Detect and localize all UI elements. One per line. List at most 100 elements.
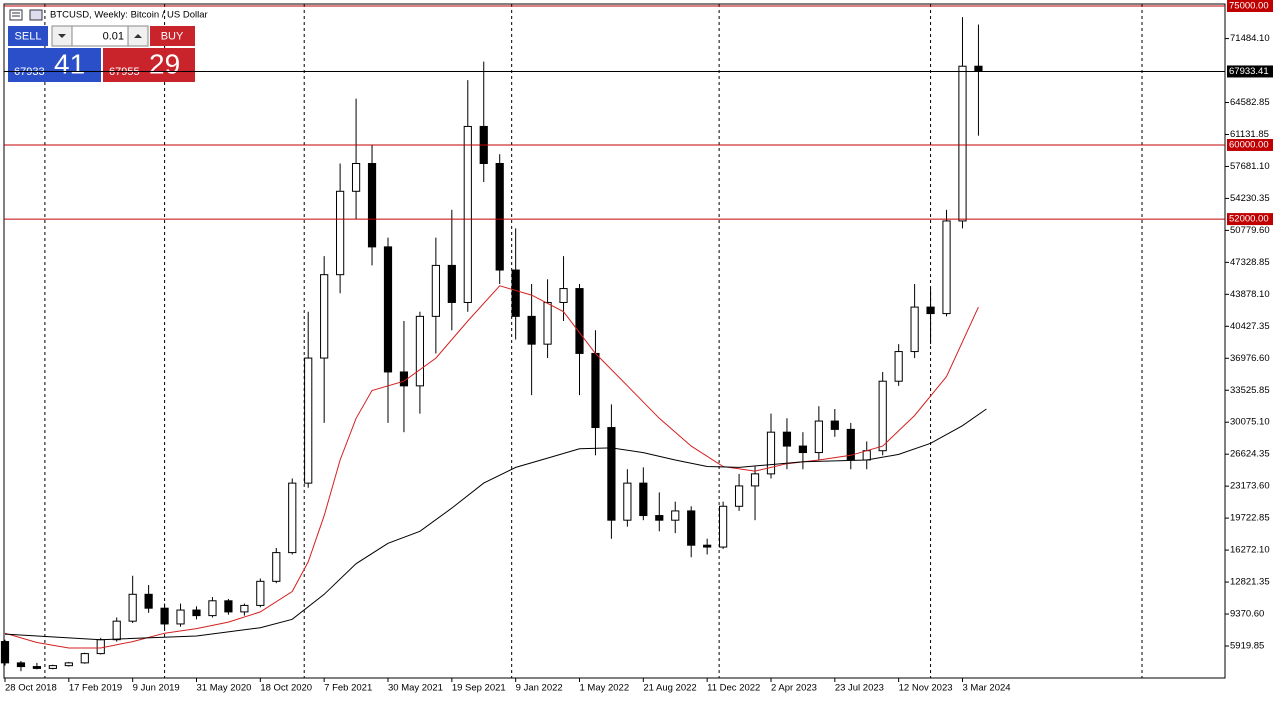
candle-body bbox=[942, 220, 951, 315]
candle-body bbox=[766, 431, 776, 475]
candle-body bbox=[862, 450, 871, 461]
candle-body bbox=[128, 593, 137, 622]
y-tick-label: 23173.60 bbox=[1230, 481, 1270, 492]
candle-body bbox=[240, 604, 249, 613]
y-tick-label: 33525.85 bbox=[1230, 385, 1270, 396]
candle-body bbox=[639, 482, 648, 517]
menu-icon[interactable] bbox=[9, 9, 23, 21]
trade-panel: SELL 0.01 BUY 67933 41 67955 29 bbox=[8, 25, 195, 82]
candle-body bbox=[160, 607, 169, 625]
window-icon[interactable] bbox=[29, 9, 43, 21]
volume-value: 0.01 bbox=[103, 30, 124, 42]
up-arrow bbox=[134, 34, 142, 38]
y-tick-label: 50779.60 bbox=[1230, 225, 1270, 236]
ask-box[interactable] bbox=[103, 48, 195, 82]
level-label: 52000.00 bbox=[1229, 214, 1269, 225]
candle-body bbox=[48, 665, 57, 669]
x-tick-label: 31 May 2020 bbox=[196, 683, 251, 694]
candle-body bbox=[192, 609, 201, 617]
x-tick-label: 18 Oct 2020 bbox=[260, 683, 312, 694]
sell-button[interactable] bbox=[8, 26, 48, 46]
candle-body bbox=[463, 125, 472, 303]
y-tick-label: 26624.35 bbox=[1230, 449, 1270, 460]
ask-pips: 29 bbox=[149, 48, 180, 79]
candle-body bbox=[878, 380, 887, 452]
y-tick-label: 43878.10 bbox=[1230, 289, 1270, 300]
candle-body bbox=[782, 431, 792, 447]
candle-body bbox=[64, 662, 73, 667]
candle-body bbox=[256, 580, 265, 606]
level-label: 75000.00 bbox=[1229, 1, 1269, 12]
x-tick-label: 28 Oct 2018 bbox=[5, 683, 57, 694]
candle-body bbox=[304, 357, 313, 484]
candle-body bbox=[591, 352, 600, 429]
candle-body bbox=[575, 288, 584, 354]
x-tick-label: 19 Sep 2021 bbox=[452, 683, 506, 694]
candle-body bbox=[798, 445, 808, 454]
level-label: 60000.00 bbox=[1229, 139, 1269, 150]
candle-body bbox=[607, 427, 616, 521]
x-tick-label: 23 Jul 2023 bbox=[835, 683, 884, 694]
level-label: 67933.41 bbox=[1229, 66, 1269, 77]
candle-body bbox=[910, 306, 919, 353]
candle-body bbox=[447, 264, 456, 303]
x-tick-label: 1 May 2022 bbox=[579, 683, 629, 694]
level-label-box bbox=[1227, 213, 1273, 226]
candle-body bbox=[495, 162, 504, 271]
candle-body bbox=[80, 653, 89, 664]
candle-body bbox=[272, 552, 281, 582]
candle-body bbox=[655, 515, 664, 521]
candle-body bbox=[734, 485, 744, 507]
buy-button[interactable] bbox=[150, 26, 195, 46]
candle-body bbox=[814, 420, 823, 454]
candle-body bbox=[511, 269, 520, 317]
y-tick-label: 36976.60 bbox=[1230, 353, 1270, 364]
candle-body bbox=[926, 306, 935, 315]
candle-body bbox=[559, 288, 568, 303]
candle-body bbox=[367, 162, 377, 248]
candle-body bbox=[351, 162, 361, 192]
candle-body bbox=[224, 600, 233, 613]
bid-box[interactable] bbox=[8, 48, 101, 82]
candle-body bbox=[894, 351, 903, 382]
y-tick-label: 61131.85 bbox=[1230, 129, 1269, 140]
x-tick-label: 7 Feb 2021 bbox=[324, 683, 372, 694]
x-tick-label: 2 Apr 2023 bbox=[771, 683, 817, 694]
x-tick-label: 21 Aug 2022 bbox=[643, 683, 696, 694]
candle-body bbox=[719, 505, 728, 548]
x-tick-label: 3 Mar 2024 bbox=[962, 683, 1010, 694]
candle-body bbox=[415, 315, 425, 387]
level-label-box bbox=[1227, 65, 1273, 78]
candle-body bbox=[144, 593, 153, 609]
candle-body bbox=[112, 620, 121, 641]
candle-body bbox=[687, 510, 696, 546]
candle-body bbox=[623, 482, 632, 521]
candle-body bbox=[958, 65, 967, 222]
candle-body bbox=[703, 544, 712, 548]
candle-body bbox=[671, 510, 680, 521]
candle-body bbox=[431, 264, 440, 317]
y-tick-label: 5919.85 bbox=[1230, 641, 1264, 652]
x-tick-label: 30 May 2021 bbox=[388, 683, 443, 694]
y-tick-label: 12821.35 bbox=[1230, 577, 1270, 588]
y-tick-label: 47328.85 bbox=[1230, 257, 1270, 268]
candle-body bbox=[383, 246, 393, 373]
candle-body bbox=[974, 65, 983, 72]
candle-body bbox=[320, 274, 329, 359]
bid-pips: 41 bbox=[54, 48, 85, 79]
x-tick-label: 11 Dec 2022 bbox=[707, 683, 760, 694]
y-tick-label: 54230.35 bbox=[1230, 193, 1270, 204]
y-tick-label: 30075.10 bbox=[1230, 417, 1270, 428]
candle-body bbox=[0, 641, 10, 664]
y-tick-label: 19722.85 bbox=[1230, 513, 1270, 524]
y-tick-label: 57681.10 bbox=[1230, 161, 1270, 172]
y-tick-label: 40427.35 bbox=[1230, 321, 1270, 332]
candle-body bbox=[96, 639, 105, 655]
candle-body bbox=[208, 600, 217, 617]
x-tick-label: 9 Jan 2022 bbox=[516, 683, 563, 694]
candle-body bbox=[830, 420, 839, 430]
y-tick-label: 71484.10 bbox=[1230, 33, 1270, 44]
candle-body bbox=[527, 315, 536, 345]
